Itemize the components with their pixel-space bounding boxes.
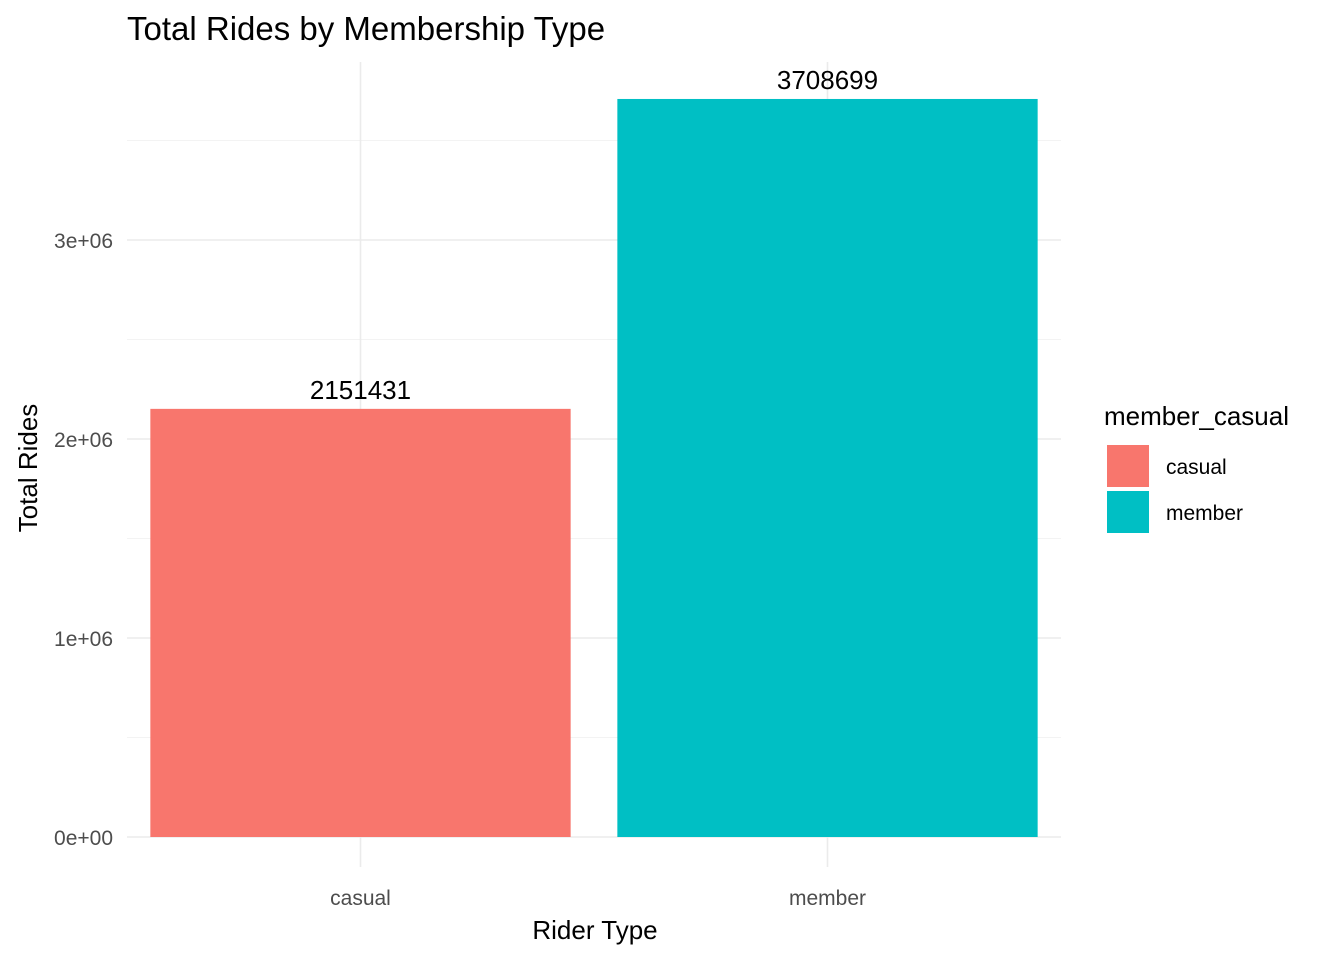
data-labels: 2151431 3708699 xyxy=(310,65,878,405)
chart-title: Total Rides by Membership Type xyxy=(127,10,605,47)
legend-label-member: member xyxy=(1166,502,1243,525)
x-tick-label-member: member xyxy=(789,887,866,910)
y-tick-label: 3e+06 xyxy=(54,230,113,253)
x-axis-ticks: casual member xyxy=(330,887,866,910)
y-axis-ticks: 0e+00 1e+06 2e+06 3e+06 xyxy=(54,230,113,850)
legend-key-casual xyxy=(1107,445,1149,487)
y-axis-title: Total Rides xyxy=(13,404,43,533)
x-tick-label-casual: casual xyxy=(330,887,391,910)
legend-entries: casual member xyxy=(1107,445,1243,533)
legend-label-casual: casual xyxy=(1166,456,1227,479)
y-tick-label: 2e+06 xyxy=(54,429,113,452)
bars xyxy=(150,98,1038,838)
bar-member xyxy=(617,98,1038,838)
x-axis-title: Rider Type xyxy=(532,915,657,945)
data-label-casual: 2151431 xyxy=(310,375,411,405)
bar-casual xyxy=(150,408,571,837)
legend-title: member_casual xyxy=(1104,401,1289,431)
legend-key-member xyxy=(1107,491,1149,533)
y-tick-label: 0e+00 xyxy=(54,827,113,850)
legend: member_casual casual member xyxy=(1104,401,1289,533)
y-tick-label: 1e+06 xyxy=(54,628,113,651)
data-label-member: 3708699 xyxy=(777,65,878,95)
